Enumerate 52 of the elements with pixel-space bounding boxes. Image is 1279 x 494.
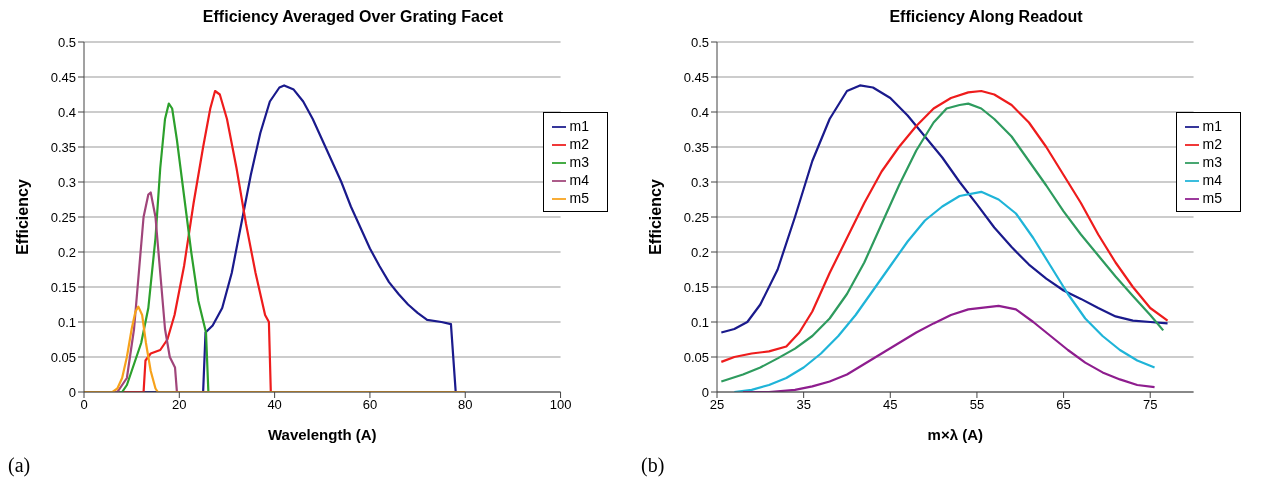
x-tick-label: 75 (1142, 397, 1158, 413)
y-tick-label: 0.25 (50, 209, 76, 225)
y-tick-label: 0.2 (57, 244, 76, 260)
legend-label: m2 (569, 136, 589, 152)
y-tick-label: 0.05 (683, 349, 709, 365)
y-tick-label: 0.3 (690, 174, 709, 190)
y-tick-label: 0.45 (50, 69, 76, 85)
legend-label: m3 (569, 154, 589, 170)
y-tick-label: 0.35 (683, 139, 709, 155)
text: (b) (641, 454, 666, 477)
y-axis-title: Efficiency (13, 179, 31, 255)
legend-label: m1 (569, 118, 589, 134)
y-tick-label: 0 (701, 384, 709, 400)
y-tick-label: 0.5 (57, 34, 76, 50)
y-tick-label: 0.35 (50, 139, 76, 155)
x-tick-label: 40 (267, 397, 282, 413)
legend-label: m3 (1202, 154, 1222, 170)
text: (a) (8, 454, 32, 477)
x-tick-label: 100 (549, 397, 572, 413)
legend-label: m1 (1202, 118, 1222, 134)
x-tick-label: 35 (796, 397, 811, 413)
legend-label: m2 (1202, 136, 1222, 152)
x-axis-title: Wavelength (A) (267, 426, 377, 443)
y-tick-label: 0.25 (683, 209, 709, 225)
y-tick-label: 0 (68, 384, 76, 400)
x-tick-label: 60 (362, 397, 378, 413)
y-tick-label: 0.05 (50, 349, 76, 365)
chart-title: Efficiency Averaged Over Grating Facet (201, 8, 505, 27)
x-axis-title: m×λ (A) (927, 426, 983, 443)
x-tick-label: 25 (709, 397, 725, 413)
chart-title: Efficiency Along Readout (888, 8, 1084, 27)
y-tick-label: 0.45 (683, 69, 709, 85)
y-tick-label: 0.5 (690, 34, 709, 50)
legend-label: m4 (569, 172, 589, 188)
y-tick-label: 0.2 (690, 244, 709, 260)
x-tick-label: 65 (1056, 397, 1071, 413)
x-tick-label: 20 (172, 397, 187, 413)
y-axis-title: Efficiency (646, 179, 664, 255)
x-tick-label: 55 (969, 397, 985, 413)
y-tick-label: 0.1 (57, 314, 76, 330)
x-tick-label: 45 (883, 397, 898, 413)
legend-label: m5 (569, 190, 589, 206)
x-tick-label: 0 (80, 397, 88, 413)
legend-label: m5 (1202, 190, 1222, 206)
x-tick-label: 80 (458, 397, 473, 413)
y-tick-label: 0.4 (57, 104, 76, 120)
y-tick-label: 0.1 (690, 314, 709, 330)
y-tick-label: 0.3 (57, 174, 76, 190)
y-tick-label: 0.15 (683, 279, 709, 295)
y-tick-label: 0.4 (690, 104, 709, 120)
y-tick-label: 0.15 (50, 279, 76, 295)
legend-label: m4 (1202, 172, 1222, 188)
